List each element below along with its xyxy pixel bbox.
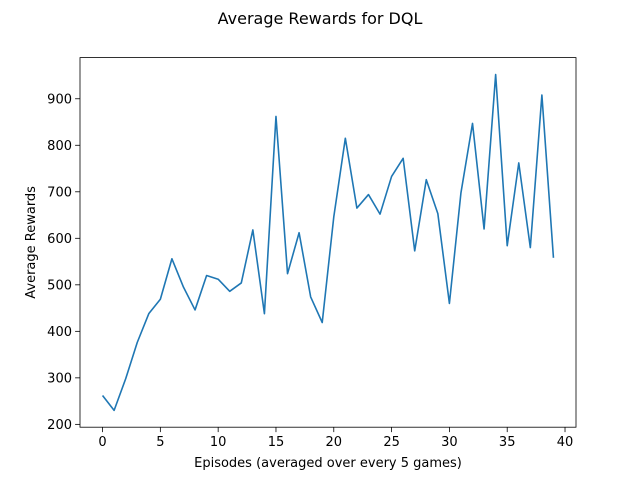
x-tick-label: 15 bbox=[268, 435, 285, 450]
x-tick-label: 30 bbox=[441, 435, 458, 450]
y-tick-label: 300 bbox=[47, 371, 72, 386]
plot-area-frame bbox=[79, 57, 577, 428]
y-tick-label: 400 bbox=[47, 325, 72, 340]
y-tick-label: 700 bbox=[47, 185, 72, 200]
x-tick-label: 25 bbox=[383, 435, 400, 450]
chart-title: Average Rewards for DQL bbox=[218, 9, 423, 28]
y-axis-label: Average Rewards bbox=[24, 186, 39, 299]
y-tick-label: 500 bbox=[47, 278, 72, 293]
x-tick-label: 10 bbox=[210, 435, 227, 450]
y-tick-label: 900 bbox=[47, 92, 72, 107]
x-tick-label: 20 bbox=[326, 435, 343, 450]
x-tick-label: 35 bbox=[499, 435, 516, 450]
series-line bbox=[101, 73, 555, 412]
x-tick-label: 40 bbox=[557, 435, 574, 450]
y-tick-label: 200 bbox=[47, 418, 72, 433]
x-axis-ticks: 0 5 10 15 20 25 30 35 40 bbox=[98, 427, 573, 450]
x-tick-label: 0 bbox=[98, 435, 106, 450]
y-tick-label: 800 bbox=[47, 139, 72, 154]
y-axis-ticks: 200 300 400 500 600 700 800 900 bbox=[47, 92, 80, 433]
x-tick-label: 5 bbox=[156, 435, 164, 450]
y-tick-label: 600 bbox=[47, 232, 72, 247]
x-axis-label: Episodes (averaged over every 5 games) bbox=[194, 456, 462, 471]
